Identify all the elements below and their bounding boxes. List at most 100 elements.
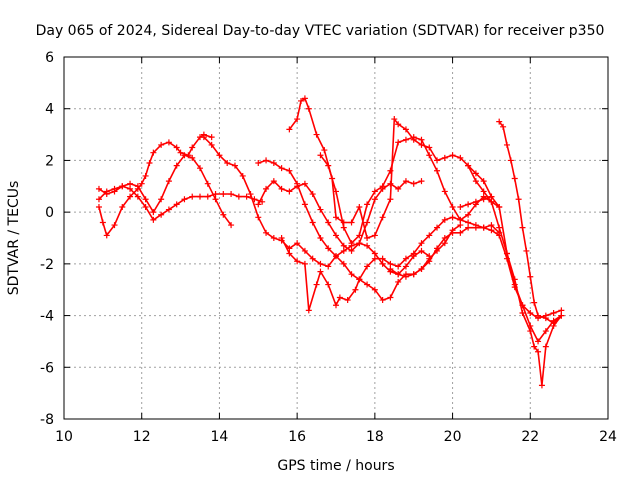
data-point-marker (127, 180, 134, 187)
data-point-marker (496, 232, 503, 239)
data-point-marker (220, 191, 227, 198)
data-point-marker (535, 348, 542, 355)
data-point-marker (286, 188, 293, 195)
data-point-marker (511, 281, 518, 288)
data-point-marker (309, 255, 316, 262)
data-point-marker (239, 172, 246, 179)
data-point-marker (189, 193, 196, 200)
data-point-marker (480, 196, 487, 203)
data-point-marker (371, 255, 378, 262)
data-point-marker (418, 141, 425, 148)
data-point-marker (538, 382, 545, 389)
data-point-marker (523, 247, 530, 254)
data-point-marker (228, 191, 235, 198)
x-tick-label: 10 (55, 429, 73, 445)
data-point-marker (197, 165, 203, 172)
data-point-marker (111, 188, 118, 195)
data-point-marker (286, 126, 293, 133)
data-point-marker (309, 219, 316, 226)
data-point-marker (340, 247, 347, 254)
data-point-marker (181, 196, 188, 203)
data-point-marker (181, 152, 188, 159)
data-point-marker (165, 206, 172, 213)
data-point-marker (457, 229, 464, 236)
data-point-marker (340, 224, 347, 231)
data-point-marker (142, 172, 149, 179)
data-point-marker (348, 240, 355, 247)
data-point-marker (364, 201, 371, 208)
data-point-marker (255, 214, 262, 221)
data-point-marker (395, 139, 402, 146)
y-tick-label: 2 (45, 153, 54, 169)
data-point-marker (294, 116, 301, 123)
data-point-marker (465, 224, 472, 231)
data-point-marker (263, 157, 270, 164)
data-point-marker (317, 206, 324, 213)
data-point-marker (387, 294, 394, 301)
data-point-marker (247, 191, 254, 198)
data-point-marker (364, 235, 371, 241)
data-point-marker (395, 278, 402, 285)
data-point-marker (333, 214, 339, 221)
data-point-marker (309, 191, 316, 198)
data-point-marker (158, 141, 165, 148)
data-point-marker (402, 263, 409, 270)
data-point-marker (325, 245, 332, 252)
data-point-marker (457, 154, 464, 161)
data-point-marker (496, 118, 503, 125)
data-point-marker (251, 196, 258, 203)
data-point-marker (165, 139, 172, 146)
data-point-marker (158, 196, 165, 203)
data-point-marker (119, 183, 126, 190)
data-point-marker (197, 193, 203, 200)
data-point-marker (208, 134, 215, 141)
data-point-marker (336, 294, 343, 301)
data-point-marker (465, 162, 472, 169)
data-point-marker (243, 193, 250, 200)
data-point-marker (457, 203, 464, 210)
data-point-marker (472, 224, 479, 231)
series-line-track-10 (389, 226, 562, 343)
data-point-marker (356, 240, 363, 247)
data-point-marker (472, 178, 479, 185)
data-point-marker (441, 154, 448, 161)
data-point-marker (426, 144, 433, 151)
data-point-marker (550, 320, 557, 327)
data-point-marker (356, 232, 363, 239)
data-point-marker (371, 188, 378, 195)
data-point-marker (472, 198, 479, 205)
data-point-marker (142, 203, 149, 210)
data-point-marker (410, 134, 417, 141)
data-point-marker (173, 201, 180, 208)
data-point-marker (263, 185, 270, 192)
data-point-marker (119, 203, 126, 210)
y-tick-label: 4 (45, 102, 54, 118)
data-point-marker (173, 162, 180, 169)
data-point-marker (220, 211, 227, 218)
data-point-marker (278, 185, 285, 192)
data-point-marker (364, 219, 371, 226)
data-point-marker (212, 191, 219, 198)
data-point-marker (255, 160, 262, 167)
data-point-marker (325, 162, 332, 169)
data-point-marker (235, 193, 242, 200)
data-point-marker (356, 203, 363, 210)
data-point-marker (103, 191, 110, 198)
data-point-marker (371, 196, 378, 203)
data-point-marker (511, 175, 518, 182)
data-point-marker (402, 255, 409, 262)
series-line-track-11 (460, 195, 562, 319)
data-point-marker (263, 229, 270, 236)
data-point-marker (333, 232, 339, 239)
data-point-marker (278, 235, 285, 241)
data-point-marker (301, 180, 308, 187)
data-point-marker (391, 116, 398, 123)
data-point-marker (441, 216, 448, 223)
data-point-marker (507, 157, 514, 164)
data-point-marker (317, 260, 324, 267)
data-point-marker (134, 193, 141, 200)
data-point-marker (344, 297, 351, 304)
y-axis: -8 -6 -4 -2 0 2 4 6 (40, 50, 608, 428)
data-point-marker (255, 201, 262, 208)
data-point-marker (449, 203, 456, 210)
